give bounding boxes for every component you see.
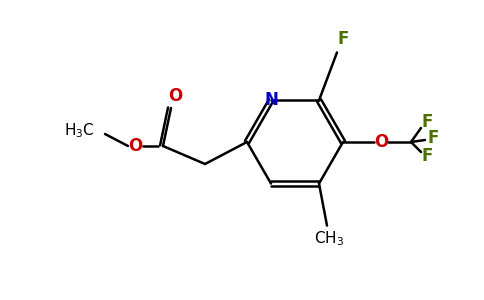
Text: F: F — [337, 30, 348, 48]
Text: N: N — [264, 92, 278, 110]
Text: O: O — [374, 133, 388, 151]
Text: O: O — [168, 87, 182, 105]
Text: F: F — [421, 113, 433, 131]
Text: F: F — [427, 129, 439, 147]
Text: H$_3$C: H$_3$C — [64, 122, 95, 140]
Text: CH$_3$: CH$_3$ — [314, 229, 344, 248]
Text: O: O — [128, 137, 142, 155]
Text: F: F — [421, 147, 433, 165]
